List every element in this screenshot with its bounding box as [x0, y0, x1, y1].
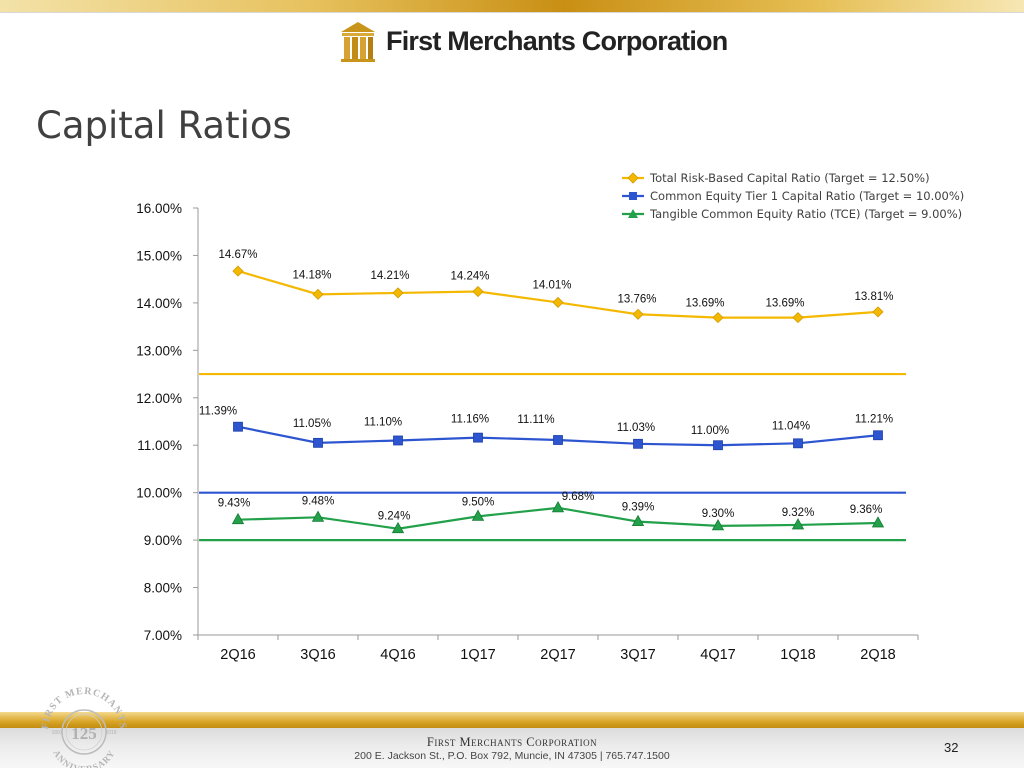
data-point-square	[233, 421, 243, 432]
data-label: 9.50%	[462, 496, 495, 508]
y-tick-label: 10.00%	[136, 486, 182, 501]
data-point-diamond	[232, 265, 244, 277]
top-band-divider	[0, 12, 1024, 13]
data-label: 11.39%	[199, 406, 237, 418]
data-point-diamond	[552, 296, 564, 308]
x-tick-label: 4Q16	[380, 647, 415, 663]
data-label: 9.30%	[702, 508, 735, 520]
data-point-triangle	[231, 512, 245, 525]
data-point-square	[473, 432, 483, 443]
company-logo: First Merchants Corporation	[338, 18, 728, 64]
footer-company-name: First Merchants Corporation	[426, 735, 598, 749]
data-label: 11.03%	[617, 422, 655, 434]
x-tick-label: 3Q17	[620, 647, 655, 663]
y-tick-label: 16.00%	[136, 201, 182, 216]
data-point-diamond	[392, 287, 404, 299]
data-point-diamond	[312, 288, 324, 300]
footer-gray-band	[0, 728, 1024, 768]
data-label: 13.81%	[854, 291, 893, 303]
data-point-square	[633, 438, 643, 449]
data-point-square	[713, 440, 723, 451]
seal-number: 125	[71, 724, 97, 743]
data-point-triangle	[871, 516, 885, 528]
data-label: 13.69%	[765, 298, 804, 310]
data-label: 9.24%	[378, 511, 411, 523]
data-label: 11.04%	[772, 420, 810, 432]
legend-marker-square	[629, 192, 637, 200]
anniversary-seal-icon: FIRST MERCHANTS ANNIVERSARY 125 1893 201…	[40, 686, 127, 768]
data-label: 13.76%	[617, 293, 656, 305]
legend-label: Total Risk-Based Capital Ratio (Target =…	[649, 171, 930, 185]
y-tick-label: 7.00%	[144, 628, 182, 643]
data-label: 9.32%	[782, 507, 815, 519]
y-tick-label: 15.00%	[136, 248, 182, 263]
seal-year-end: 2018	[105, 730, 116, 736]
data-label: 9.39%	[622, 502, 655, 514]
building-logo-icon	[341, 22, 375, 62]
data-point-square	[393, 435, 403, 446]
data-label: 14.18%	[292, 269, 331, 281]
data-label: 9.48%	[302, 495, 335, 507]
y-tick-label: 9.00%	[144, 533, 182, 548]
data-point-triangle	[631, 514, 645, 527]
data-label: 11.11%	[517, 414, 554, 426]
data-point-triangle	[551, 501, 565, 513]
seal-year-start: 1893	[51, 730, 62, 736]
footer-address: 200 E. Jackson St., P.O. Box 792, Muncie…	[354, 750, 670, 762]
x-tick-label: 2Q16	[220, 647, 255, 663]
data-label: 11.05%	[293, 418, 331, 430]
company-name: First Merchants Corporation	[386, 25, 728, 56]
legend-label: Common Equity Tier 1 Capital Ratio (Targ…	[650, 189, 964, 203]
capital-ratios-chart: 7.00% 8.00% 9.00% 10.00% 11.00% 12.00% 13.00% 1…	[136, 171, 964, 663]
y-tick-label: 14.00%	[136, 296, 182, 311]
x-tick-label: 2Q18	[860, 647, 895, 663]
data-point-square	[873, 430, 883, 441]
legend-marker-diamond	[627, 172, 639, 184]
x-tick-label: 1Q17	[460, 647, 495, 663]
data-point-triangle	[471, 509, 485, 521]
data-label: 11.16%	[451, 414, 489, 426]
data-point-triangle	[311, 510, 325, 522]
data-label: 11.10%	[364, 416, 402, 428]
data-point-square	[553, 435, 563, 445]
y-tick-label: 12.00%	[136, 391, 182, 406]
page-number: 32	[944, 740, 959, 755]
data-point-diamond	[792, 312, 804, 324]
y-tick-label: 13.00%	[136, 343, 182, 358]
data-point-diamond	[712, 312, 724, 324]
data-point-square	[793, 438, 803, 449]
page-title: Capital Ratios	[36, 104, 292, 147]
data-point-triangle	[711, 519, 725, 531]
x-tick-label: 4Q17	[700, 647, 735, 663]
legend-label: Tangible Common Equity Ratio (TCE) (Targ…	[649, 207, 962, 221]
x-tick-label: 3Q16	[300, 647, 335, 663]
data-label: 14.24%	[450, 271, 489, 283]
data-label: 9.43%	[218, 498, 251, 510]
data-label: 11.00%	[691, 425, 729, 437]
y-tick-label: 11.00%	[137, 438, 182, 453]
data-label: 14.01%	[532, 279, 571, 291]
data-label: 14.67%	[218, 249, 257, 261]
x-tick-label: 2Q17	[540, 647, 575, 663]
data-point-square	[313, 437, 323, 448]
top-gold-band	[0, 0, 1024, 12]
data-point-diamond	[472, 285, 484, 298]
data-point-diamond	[872, 306, 884, 318]
footer-gold-band	[0, 712, 1024, 728]
data-label: 9.36%	[850, 504, 883, 516]
data-point-triangle	[791, 518, 805, 530]
data-label: 9.68%	[562, 491, 595, 503]
data-point-diamond	[632, 308, 644, 320]
series-line	[237, 270, 879, 319]
data-label: 13.69%	[685, 298, 724, 310]
data-point-triangle	[391, 521, 405, 534]
data-label: 11.21%	[855, 413, 893, 425]
y-tick-label: 8.00%	[144, 581, 182, 596]
x-tick-label: 1Q18	[780, 647, 815, 663]
legend-marker-triangle	[628, 209, 638, 218]
data-label: 14.21%	[370, 270, 409, 282]
